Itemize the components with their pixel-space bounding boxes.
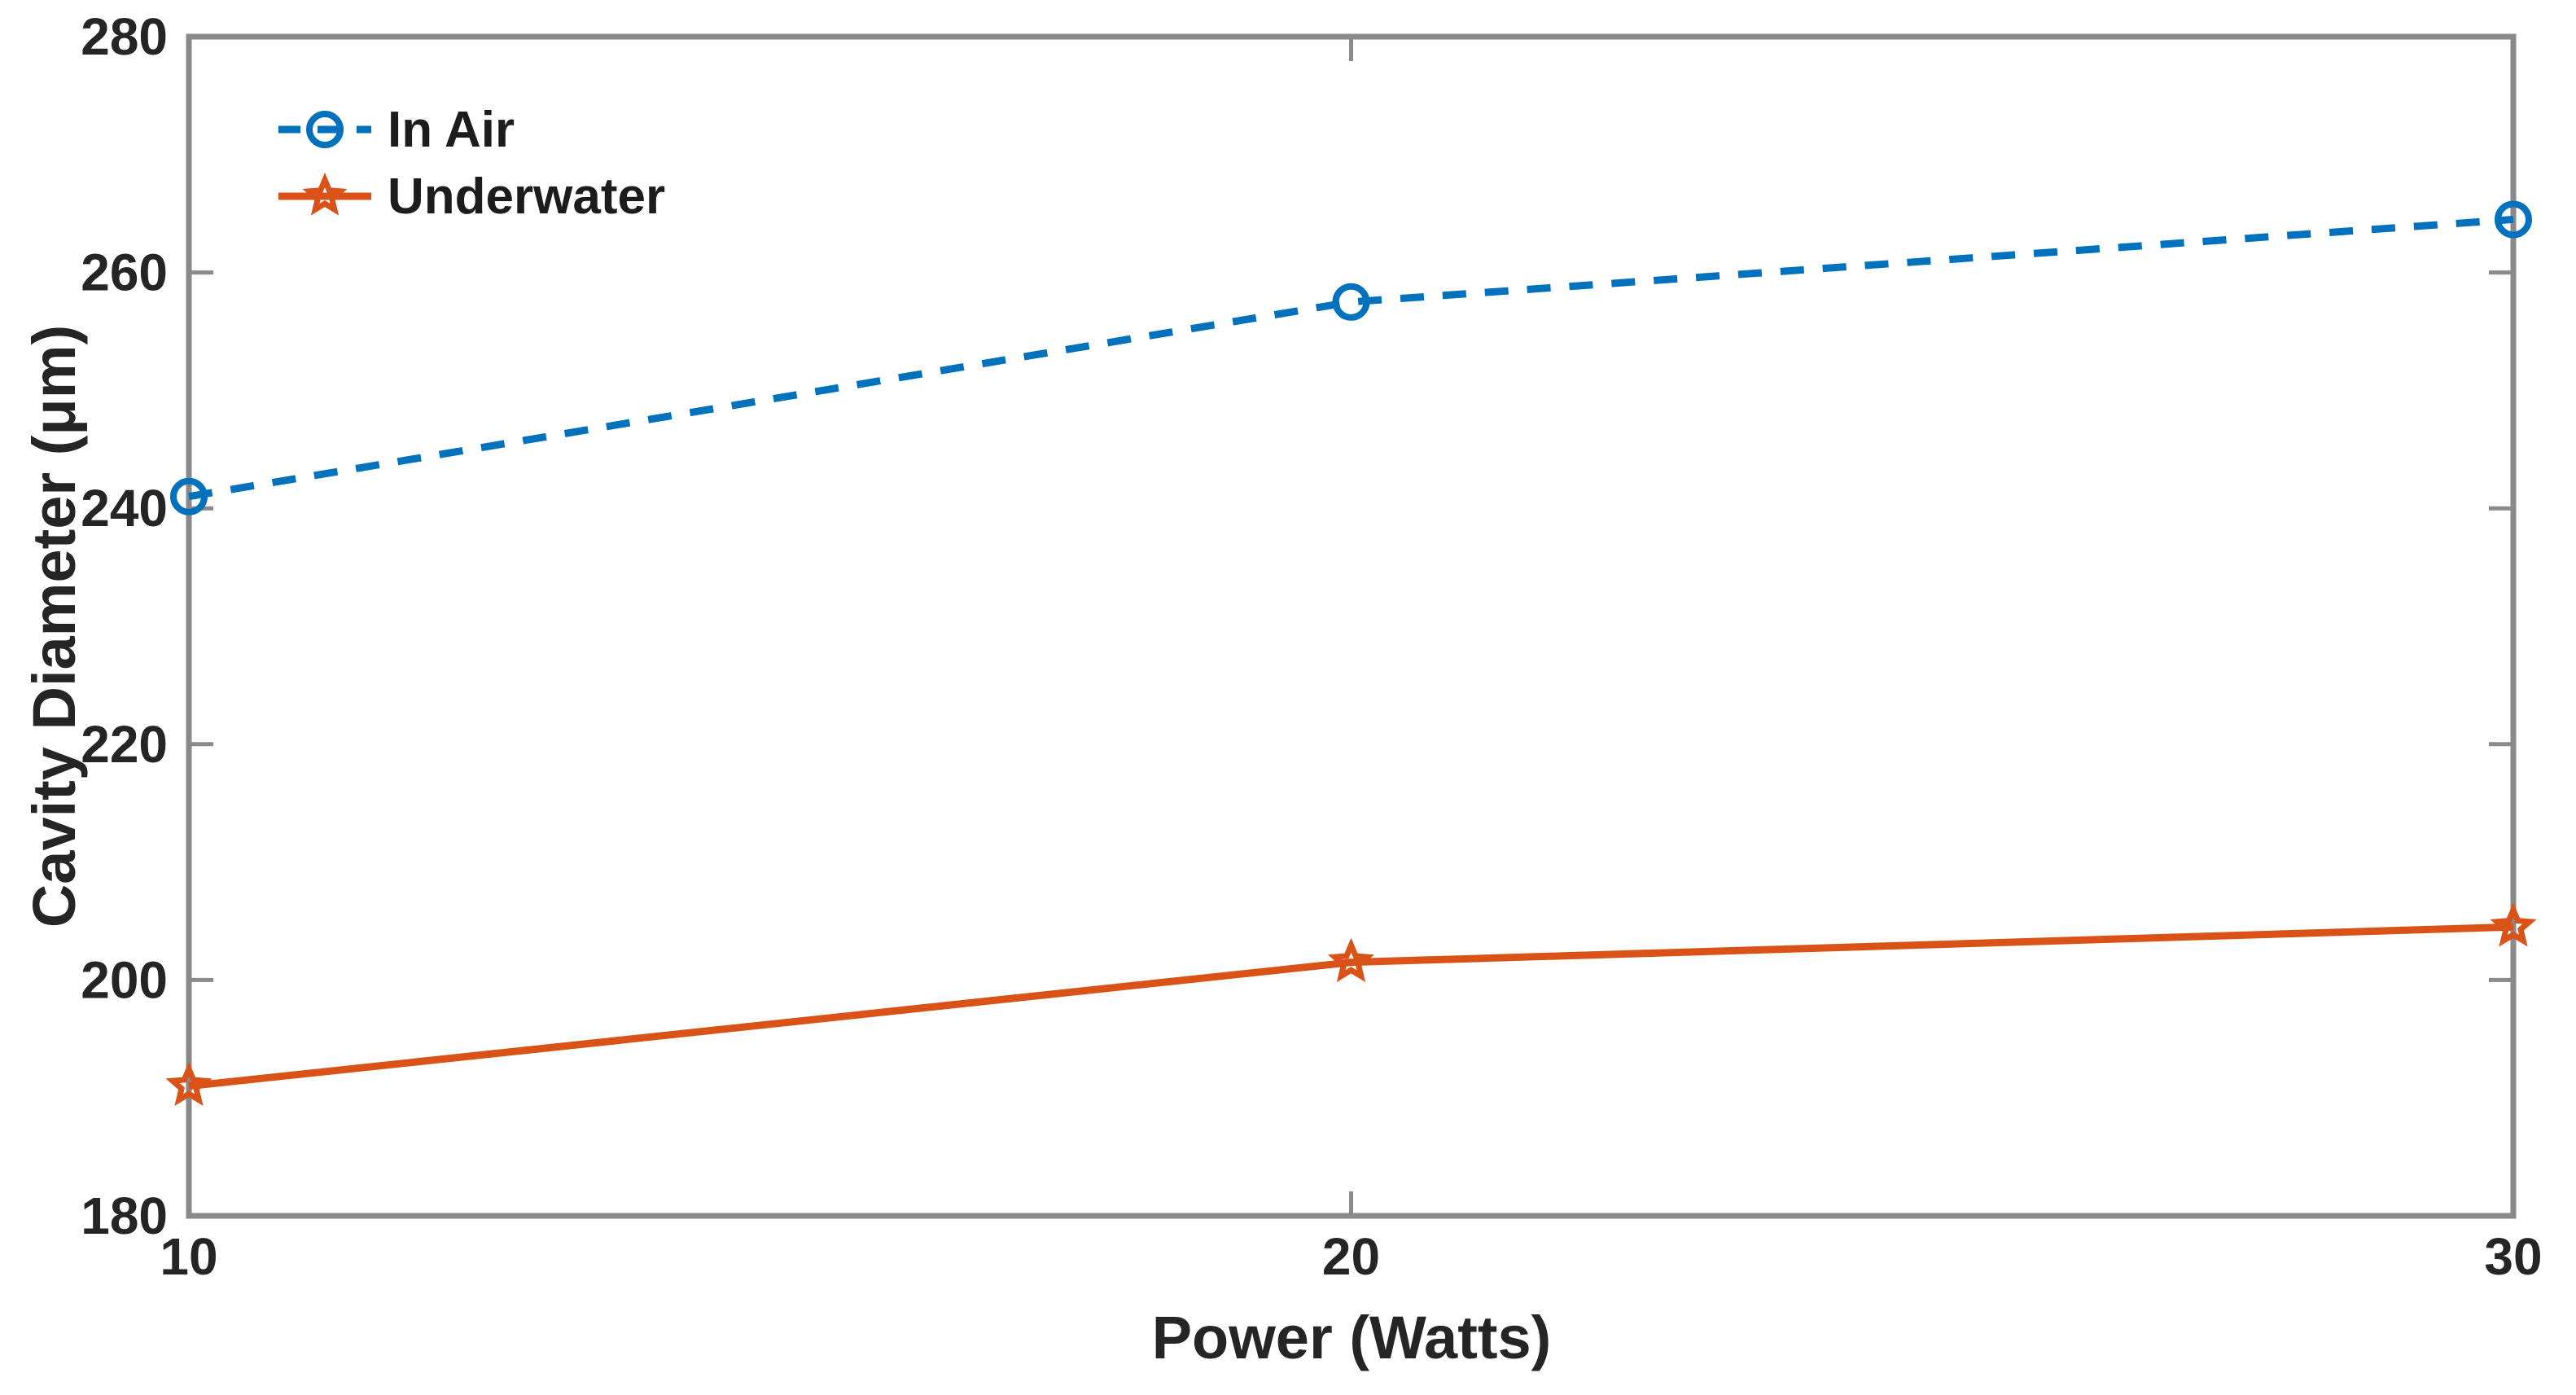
legend-item-underwater: Underwater [275,163,665,230]
data-point-star-underwater [165,1061,212,1107]
data-point-star-underwater [1327,937,1375,983]
y-tick-label: 200 [81,950,168,1009]
legend-label-underwater: Underwater [388,168,666,225]
y-axis-label: Cavity Diameter (μm) [20,324,88,928]
star-marker-icon [302,172,348,216]
data-point-circle-in-air [1332,283,1370,321]
data-point-circle-in-air [170,477,208,515]
y-tick-label: 240 [81,479,168,537]
legend: In Air Underwater [275,96,665,230]
legend-item-in-air: In Air [275,96,665,163]
circle-marker-icon [306,111,344,148]
dashed-line-circle-marker-icon [278,111,371,148]
legend-label-in-air: In Air [388,101,515,158]
x-axis-label: Power (Watts) [1151,1304,1552,1371]
y-tick-label: 220 [81,715,168,774]
x-tick-label: 20 [1322,1227,1380,1286]
series-line-in-air [188,215,2514,501]
y-tick-label: 280 [81,7,168,66]
solid-line-star-marker-icon [278,172,371,216]
x-tick-label: 30 [2484,1227,2542,1286]
data-point-star-underwater [2490,902,2537,947]
y-tick-label: 180 [81,1187,168,1245]
series-line-underwater [188,923,2514,1090]
x-tick-label: 10 [160,1227,217,1286]
data-point-circle-in-air [2495,200,2532,239]
y-tick-label: 260 [81,243,168,302]
